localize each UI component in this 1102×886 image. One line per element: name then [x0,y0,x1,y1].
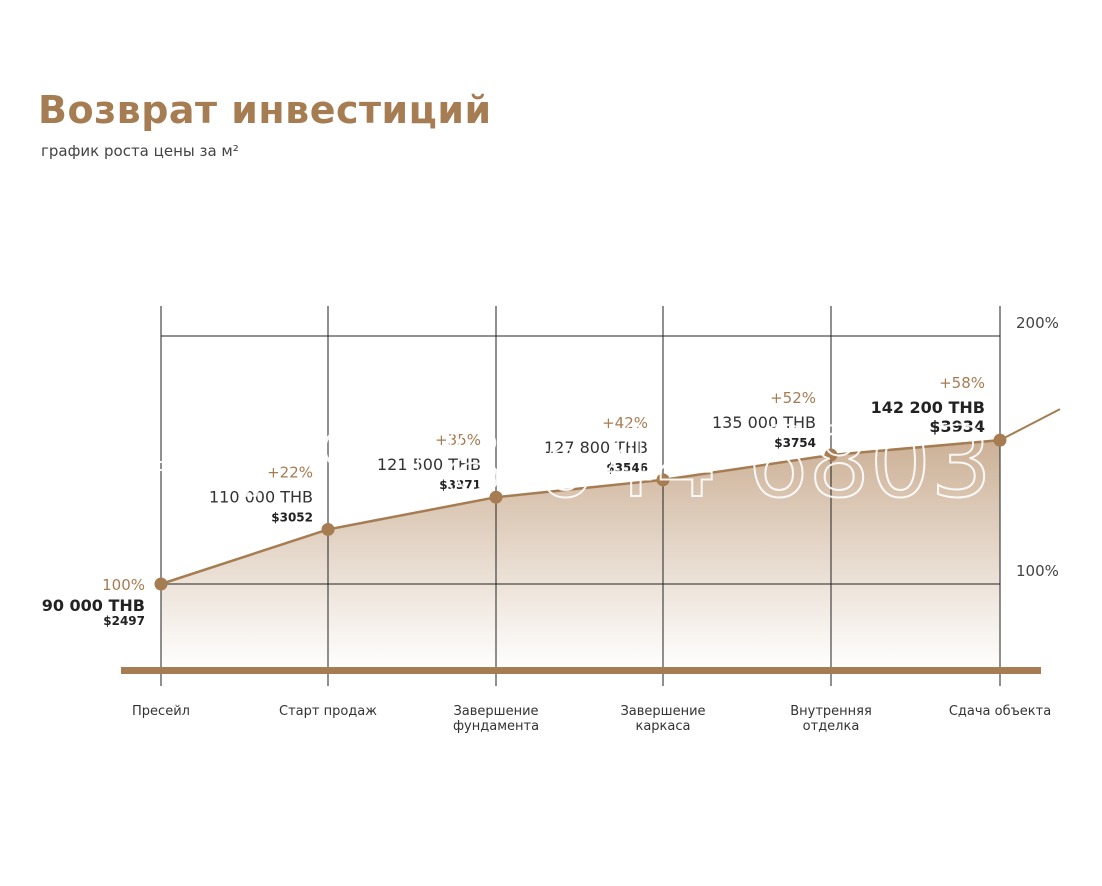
pct-label: +52% [770,389,816,407]
x-axis-label: Завершение [620,704,705,719]
ref-label: 200% [1016,314,1059,332]
x-axis-label: Старт продаж [279,704,377,719]
pct-label: 100% [102,576,145,594]
usd-label: $3934 [929,417,985,436]
data-point [321,522,335,536]
area-fill [161,440,1000,670]
x-axis-label: Сдача объекта [949,704,1051,719]
data-point [656,473,670,487]
price-label: 121 500 THB [377,455,481,474]
growth-line-extension [999,408,1061,442]
usd-label: $3754 [774,436,816,450]
usd-label: $2497 [103,614,145,628]
data-point [154,577,168,591]
x-axis-label: фундамента [453,719,539,734]
price-label: 135 000 THB [712,413,816,432]
usd-label: $3052 [271,510,313,524]
data-point [489,490,503,504]
pct-label: +35% [435,431,481,449]
usd-label: $3546 [606,461,648,475]
usd-label: $3371 [439,478,481,492]
pct-label: +42% [602,414,648,432]
data-point [824,448,838,462]
price-label: 127 800 THB [544,438,648,457]
ref-label: 100% [1016,562,1059,580]
x-axis-label: Пресейл [132,704,190,719]
x-axis-label: отделка [803,719,860,734]
chart-subtitle: график роста цены за м² [41,142,239,160]
x-axis-label: Внутренняя [790,704,872,719]
data-point [993,433,1007,447]
chart-title: Возврат инвестиций [38,88,492,132]
growth-line [160,438,1001,586]
pct-label: +22% [267,463,313,481]
x-axis-label: каркаса [635,719,690,734]
price-label: 90 000 THB [42,596,145,615]
watermark-text: +7 918 644 6803 [148,407,992,519]
price-label: 110 000 THB [209,487,313,506]
x-axis-label: Завершение [453,704,538,719]
price-label: 142 200 THB [871,398,985,417]
baseline-bar [121,667,1041,674]
pct-label: +58% [939,374,985,392]
